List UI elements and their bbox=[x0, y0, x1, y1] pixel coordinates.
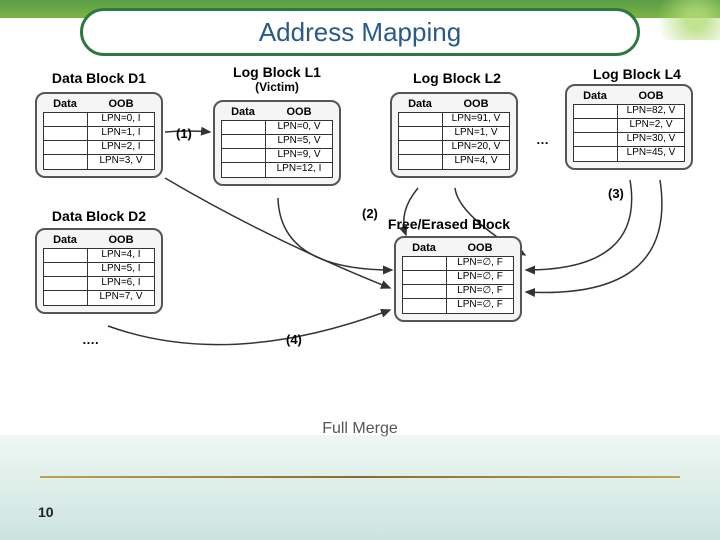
block-d1: DataOOBLPN=0, ILPN=1, ILPN=2, ILPN=3, V bbox=[35, 92, 163, 178]
table-row: LPN=45, V bbox=[574, 147, 684, 161]
bottom-bg bbox=[0, 435, 720, 540]
table-row: LPN=∅, F bbox=[403, 271, 513, 285]
block-title-l2: Log Block L2 bbox=[388, 70, 526, 86]
table-row: LPN=4, V bbox=[399, 155, 509, 169]
table-row: LPN=2, V bbox=[574, 119, 684, 133]
table-row: LPN=∅, F bbox=[403, 285, 513, 299]
table-row: LPN=9, V bbox=[222, 149, 332, 163]
table-row: LPN=5, I bbox=[44, 263, 154, 277]
table-row: LPN=82, V bbox=[574, 105, 684, 119]
table-row: LPN=12, I bbox=[222, 163, 332, 177]
block-title-l4: Log Block L4 bbox=[568, 66, 706, 82]
table-row: LPN=91, V bbox=[399, 113, 509, 127]
block-l4: DataOOBLPN=82, VLPN=2, VLPN=30, VLPN=45,… bbox=[565, 84, 693, 170]
title-box: Address Mapping bbox=[80, 8, 640, 56]
table-row: LPN=2, I bbox=[44, 141, 154, 155]
step-4: (4) bbox=[286, 332, 302, 347]
block-l1: DataOOBLPN=0, VLPN=5, VLPN=9, VLPN=12, I bbox=[213, 100, 341, 186]
table-row: LPN=1, I bbox=[44, 127, 154, 141]
block-title-fb: Free/Erased Block bbox=[380, 216, 518, 232]
block-title-l1: Log Block L1(Victim) bbox=[208, 64, 346, 94]
table-row: LPN=3, V bbox=[44, 155, 154, 169]
table-row: LPN=30, V bbox=[574, 133, 684, 147]
ellipsis-2: …. bbox=[82, 332, 99, 347]
table-row: LPN=0, I bbox=[44, 113, 154, 127]
block-fb: DataOOBLPN=∅, FLPN=∅, FLPN=∅, FLPN=∅, F bbox=[394, 236, 522, 322]
step-1: (1) bbox=[176, 126, 192, 141]
diagram-area: Data Block D1 DataOOBLPN=0, ILPN=1, ILPN=… bbox=[10, 70, 710, 450]
bottom-line bbox=[40, 476, 680, 478]
page-title: Address Mapping bbox=[259, 17, 461, 48]
table-row: LPN=0, V bbox=[222, 121, 332, 135]
table-row: LPN=6, I bbox=[44, 277, 154, 291]
table-row: LPN=7, V bbox=[44, 291, 154, 305]
step-3: (3) bbox=[608, 186, 624, 201]
page-number: 10 bbox=[38, 504, 54, 520]
ellipsis-1: … bbox=[536, 132, 549, 147]
table-row: LPN=1, V bbox=[399, 127, 509, 141]
table-row: LPN=∅, F bbox=[403, 257, 513, 271]
table-row: LPN=5, V bbox=[222, 135, 332, 149]
block-title-d2: Data Block D2 bbox=[30, 208, 168, 224]
block-l2: DataOOBLPN=91, VLPN=1, VLPN=20, VLPN=4, … bbox=[390, 92, 518, 178]
block-d2: DataOOBLPN=4, ILPN=5, ILPN=6, ILPN=7, V bbox=[35, 228, 163, 314]
step-2: (2) bbox=[362, 206, 378, 221]
table-row: LPN=4, I bbox=[44, 249, 154, 263]
block-title-d1: Data Block D1 bbox=[30, 70, 168, 86]
table-row: LPN=20, V bbox=[399, 141, 509, 155]
table-row: LPN=∅, F bbox=[403, 299, 513, 313]
